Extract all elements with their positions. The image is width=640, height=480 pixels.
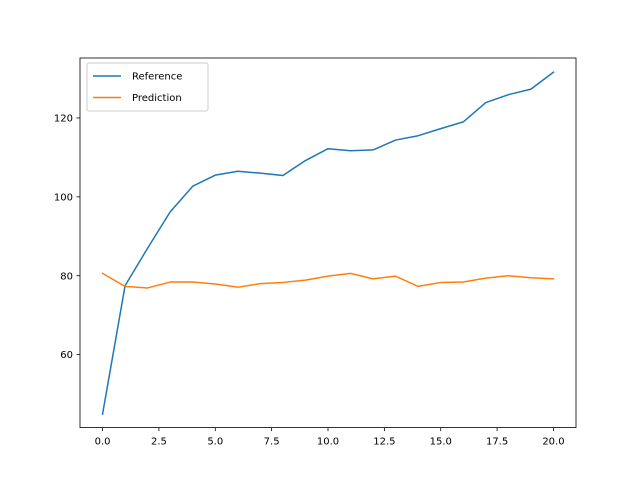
x-tick-label: 10.0 bbox=[317, 437, 339, 448]
x-tick-label: 5.0 bbox=[207, 437, 223, 448]
x-tick-label: 2.5 bbox=[151, 437, 167, 448]
y-axis-ticks: 60 80 100 120 bbox=[54, 114, 80, 361]
x-tick-label: 15.0 bbox=[430, 437, 452, 448]
legend-label: Prediction bbox=[132, 93, 182, 104]
x-tick-label: 0.0 bbox=[95, 437, 111, 448]
series-layer bbox=[101, 71, 555, 416]
legend-box bbox=[86, 62, 209, 112]
x-tick-label: 20.0 bbox=[542, 437, 564, 448]
x-tick-label: 7.5 bbox=[264, 437, 280, 448]
plot-frame bbox=[79, 57, 577, 429]
y-tick-label: 120 bbox=[54, 114, 73, 125]
x-tick-label: 12.5 bbox=[373, 437, 395, 448]
legend-label: Reference bbox=[132, 72, 182, 83]
legend: Reference Prediction bbox=[86, 62, 209, 112]
y-tick-label: 100 bbox=[54, 192, 73, 203]
x-axis-ticks: 0.0 2.5 5.0 7.5 10.0 12.5 15.0 17.5 20.0 bbox=[95, 427, 565, 448]
x-tick-label: 17.5 bbox=[486, 437, 508, 448]
y-tick-label: 80 bbox=[60, 271, 73, 282]
series-1 bbox=[101, 272, 555, 289]
y-tick-label: 60 bbox=[60, 350, 73, 361]
series-0 bbox=[101, 71, 555, 416]
